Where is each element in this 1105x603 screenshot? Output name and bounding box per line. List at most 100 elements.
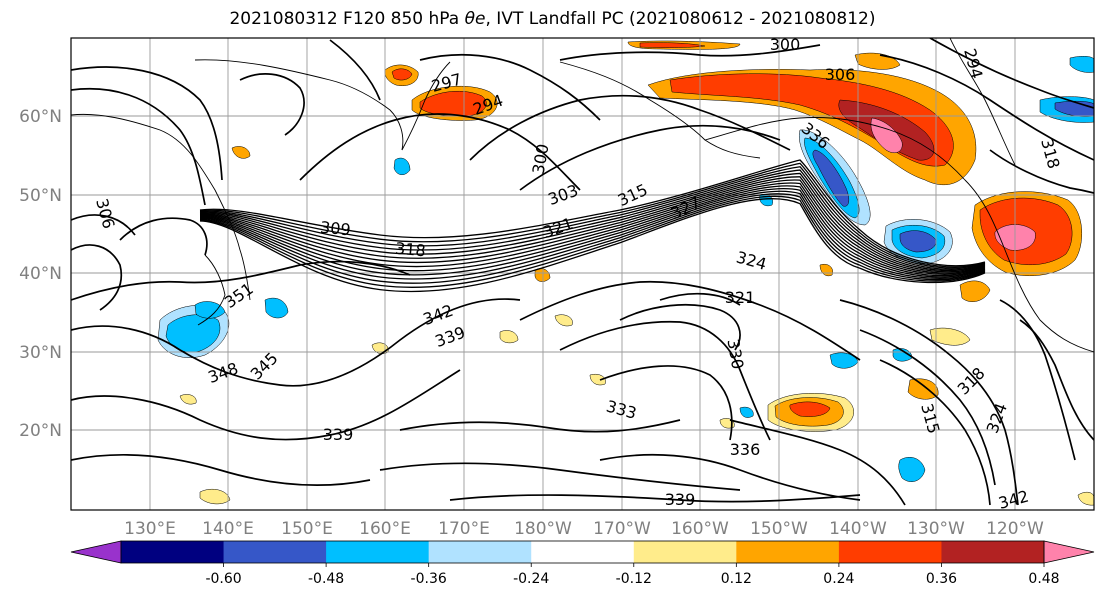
colorbar-segment xyxy=(428,541,532,563)
colorbar-segment xyxy=(633,541,737,563)
contour-line xyxy=(469,94,791,161)
lon-label: 160°W xyxy=(671,519,729,539)
shading-patch-blue-aleut xyxy=(393,157,411,175)
colorbar-label: -0.36 xyxy=(411,571,447,587)
shading-patch-orange-sw xyxy=(589,374,606,386)
lon-label: 130°W xyxy=(907,519,965,539)
colorbar-extend-high xyxy=(1043,540,1095,564)
contour-line xyxy=(299,113,581,191)
contour-line xyxy=(199,172,986,272)
contour-line xyxy=(199,197,986,293)
lat-label: 20°N xyxy=(19,421,62,441)
contour-line xyxy=(199,159,986,267)
colorbar-segment xyxy=(941,541,1045,563)
theta-e-contours xyxy=(71,38,1094,506)
shading-patch-blue-south xyxy=(898,457,926,482)
contour-line xyxy=(71,66,223,181)
lat-label: 30°N xyxy=(19,343,62,363)
contour-line xyxy=(199,195,986,289)
contour-line xyxy=(199,166,986,269)
contour-line xyxy=(199,190,986,280)
shading-patch-blue-pacific-strong xyxy=(899,230,937,253)
contour-line xyxy=(879,54,1094,161)
coast-canada xyxy=(949,38,1016,166)
lon-label: 150°E xyxy=(281,519,333,539)
title-symbol: θe xyxy=(464,9,486,29)
contour-line xyxy=(559,44,821,61)
shading-patch-orange-japan xyxy=(231,146,251,159)
shading-patch-blue-ne2 xyxy=(1069,56,1094,73)
shading-patch-orange-e2 xyxy=(1077,491,1094,506)
colorbar-segment xyxy=(223,541,327,563)
shading-patch-blue-alaska-strong xyxy=(812,149,850,207)
contour-line xyxy=(199,169,986,270)
lon-label: 180°W xyxy=(514,519,572,539)
contour-label: 309 xyxy=(319,218,351,240)
contour-line xyxy=(599,365,733,441)
contour-line xyxy=(619,303,741,351)
map-frame xyxy=(70,37,1095,511)
lat-label: 40°N xyxy=(19,264,62,284)
contour-line xyxy=(399,419,681,433)
coast-kamchatka xyxy=(401,61,451,151)
longitude-labels: 130°E 140°E 150°E 160°E 170°E 180°W 170°W 160°W… xyxy=(124,519,1044,539)
contour-line xyxy=(449,494,861,503)
contour-line xyxy=(859,329,996,486)
contour-line xyxy=(519,280,861,361)
colorbar-label: 0.24 xyxy=(823,571,854,587)
contour-line xyxy=(379,462,741,491)
contour-line xyxy=(929,38,1094,109)
colorbar-segment xyxy=(838,541,942,563)
colorbar-label: -0.60 xyxy=(205,571,241,587)
contour-line xyxy=(199,193,986,284)
contour-line xyxy=(989,149,1094,194)
contour-line xyxy=(71,298,521,387)
colorbar-label: 0.12 xyxy=(721,571,752,587)
contour-line xyxy=(839,299,1019,506)
contour-label: 306 xyxy=(825,65,856,84)
contour-line xyxy=(71,260,411,301)
contour-line xyxy=(199,176,986,273)
latitude-labels: 60°N 50°N 40°N 30°N 20°N xyxy=(19,107,62,441)
lat-label: 60°N xyxy=(19,107,62,127)
contour-label: 342 xyxy=(996,487,1030,513)
coastlines xyxy=(71,38,1094,353)
lon-label: 160°E xyxy=(359,519,411,539)
contour-label: 321 xyxy=(725,288,756,307)
title-prefix: 2021080312 F120 850 hPa xyxy=(229,9,465,29)
colorbar-extend-low xyxy=(70,540,122,564)
colorbar-label: -0.48 xyxy=(308,571,344,587)
coast-asia-east xyxy=(71,113,251,301)
lon-label: 140°W xyxy=(829,519,887,539)
shading-patch-pnw-lower xyxy=(959,280,991,302)
coast-siberia xyxy=(194,59,404,151)
shading-patch-orange-hawaii-in xyxy=(789,401,831,417)
contour-label: 300 xyxy=(770,35,801,54)
contour-line xyxy=(519,124,781,191)
map-title: 2021080312 F120 850 hPa θe, IVT Landfall… xyxy=(0,9,1105,29)
contour-line xyxy=(71,214,136,236)
title-suffix: , IVT Landfall PC (2021080612 - 20210808… xyxy=(485,9,876,29)
coast-japan xyxy=(197,254,226,326)
contour-line xyxy=(71,87,206,206)
colorbar-label: 0.36 xyxy=(926,571,957,587)
coast-na-west xyxy=(889,129,1094,353)
lon-label: 170°E xyxy=(438,519,490,539)
shading-patch-orange-dateline2 xyxy=(499,330,519,344)
shading-patch-orange-mid2 xyxy=(929,327,971,346)
contour-line xyxy=(879,359,991,506)
colorbar-segment xyxy=(121,541,225,563)
shading-patch-blue-south2 xyxy=(739,406,754,418)
contour-line xyxy=(199,182,986,275)
colorbar-segment xyxy=(326,541,430,563)
contour-line xyxy=(999,299,1076,461)
colorbar-label: -0.12 xyxy=(616,571,652,587)
map-gridlines xyxy=(71,38,1094,510)
contour-line xyxy=(239,73,305,136)
colorbar-label: 0.48 xyxy=(1028,571,1059,587)
coast-alaska-west xyxy=(559,61,761,159)
shading-patch-orange-mid xyxy=(907,378,939,400)
contour-line xyxy=(119,217,208,256)
contour-line xyxy=(199,162,986,268)
